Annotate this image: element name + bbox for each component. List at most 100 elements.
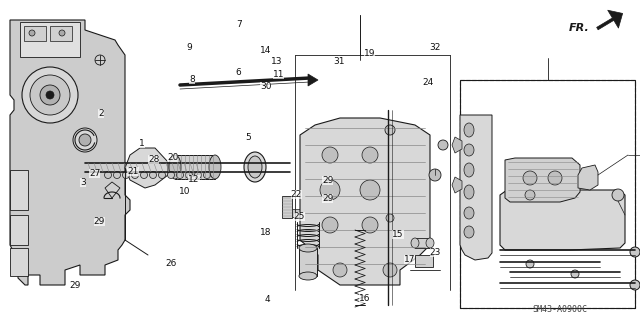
Text: 5: 5 <box>246 133 251 142</box>
Circle shape <box>360 180 380 200</box>
Bar <box>292 209 300 217</box>
Polygon shape <box>452 137 462 153</box>
Text: 29: 29 <box>70 281 81 290</box>
Text: 20: 20 <box>167 153 179 162</box>
Text: SM43-A0900C: SM43-A0900C <box>532 306 588 315</box>
Circle shape <box>322 147 338 163</box>
Text: 28: 28 <box>148 155 159 164</box>
Text: 6: 6 <box>236 68 241 77</box>
Circle shape <box>204 172 211 179</box>
Ellipse shape <box>248 156 262 178</box>
Polygon shape <box>460 115 492 260</box>
Circle shape <box>79 134 91 146</box>
Text: 1: 1 <box>140 139 145 148</box>
Polygon shape <box>125 148 168 188</box>
Circle shape <box>113 172 120 179</box>
Text: FR.: FR. <box>569 23 590 33</box>
Ellipse shape <box>464 144 474 156</box>
Bar <box>10 170 28 210</box>
Text: 31: 31 <box>333 57 345 66</box>
Circle shape <box>630 247 640 257</box>
Circle shape <box>383 263 397 277</box>
Text: 17: 17 <box>404 256 415 264</box>
Circle shape <box>438 140 448 150</box>
Circle shape <box>386 214 394 222</box>
Ellipse shape <box>426 238 434 248</box>
Bar <box>282 196 292 218</box>
Bar <box>24 26 46 41</box>
Ellipse shape <box>299 272 317 280</box>
Text: 29: 29 <box>322 176 333 185</box>
Circle shape <box>122 172 129 179</box>
Text: 30: 30 <box>260 82 271 91</box>
Text: 11: 11 <box>273 70 284 78</box>
Circle shape <box>362 147 378 163</box>
Bar <box>10 248 28 276</box>
Circle shape <box>59 30 65 36</box>
Circle shape <box>429 169 441 181</box>
Circle shape <box>548 171 562 185</box>
Circle shape <box>195 172 202 179</box>
Ellipse shape <box>299 244 317 252</box>
Circle shape <box>385 125 395 135</box>
Text: 3: 3 <box>81 178 86 187</box>
Circle shape <box>612 189 624 201</box>
Polygon shape <box>578 165 598 190</box>
Ellipse shape <box>411 238 419 248</box>
Text: 24: 24 <box>422 78 433 87</box>
Circle shape <box>320 180 340 200</box>
Text: 16: 16 <box>359 294 371 303</box>
Bar <box>460 80 635 308</box>
Ellipse shape <box>464 207 474 219</box>
Circle shape <box>333 263 347 277</box>
Text: 29: 29 <box>322 194 333 203</box>
Circle shape <box>40 85 60 105</box>
Bar <box>10 215 28 245</box>
Ellipse shape <box>209 155 221 179</box>
Circle shape <box>177 172 184 179</box>
Bar <box>415 238 430 248</box>
Circle shape <box>525 190 535 200</box>
Text: 4: 4 <box>265 295 270 304</box>
Circle shape <box>73 128 97 152</box>
Ellipse shape <box>464 226 474 238</box>
Text: 9: 9 <box>187 43 192 52</box>
Ellipse shape <box>464 163 474 177</box>
Text: 10: 10 <box>179 187 190 196</box>
Text: 15: 15 <box>392 230 404 239</box>
Circle shape <box>150 172 157 179</box>
Ellipse shape <box>169 155 181 179</box>
Polygon shape <box>105 182 120 198</box>
Text: 32: 32 <box>429 43 441 52</box>
Circle shape <box>131 172 138 179</box>
Circle shape <box>46 91 54 99</box>
Circle shape <box>159 172 166 179</box>
Text: 25: 25 <box>294 212 305 221</box>
Bar <box>20 22 80 57</box>
Polygon shape <box>300 118 430 285</box>
Polygon shape <box>452 177 462 193</box>
Bar <box>299 248 317 276</box>
Circle shape <box>186 172 193 179</box>
Circle shape <box>630 280 640 290</box>
Text: 7: 7 <box>236 20 241 29</box>
Circle shape <box>362 217 378 233</box>
Circle shape <box>526 260 534 268</box>
Bar <box>415 255 433 267</box>
Bar <box>50 26 72 41</box>
Polygon shape <box>308 74 318 86</box>
Circle shape <box>168 172 175 179</box>
Polygon shape <box>10 20 130 285</box>
Ellipse shape <box>244 152 266 182</box>
Text: 29: 29 <box>93 217 105 226</box>
Circle shape <box>523 171 537 185</box>
Text: 26: 26 <box>166 259 177 268</box>
Ellipse shape <box>464 185 474 199</box>
Circle shape <box>22 67 78 123</box>
Circle shape <box>30 75 70 115</box>
Text: 14: 14 <box>260 46 271 55</box>
Text: 13: 13 <box>271 57 283 66</box>
Polygon shape <box>505 158 580 202</box>
Text: 21: 21 <box>127 167 139 176</box>
Text: 8: 8 <box>189 75 195 84</box>
